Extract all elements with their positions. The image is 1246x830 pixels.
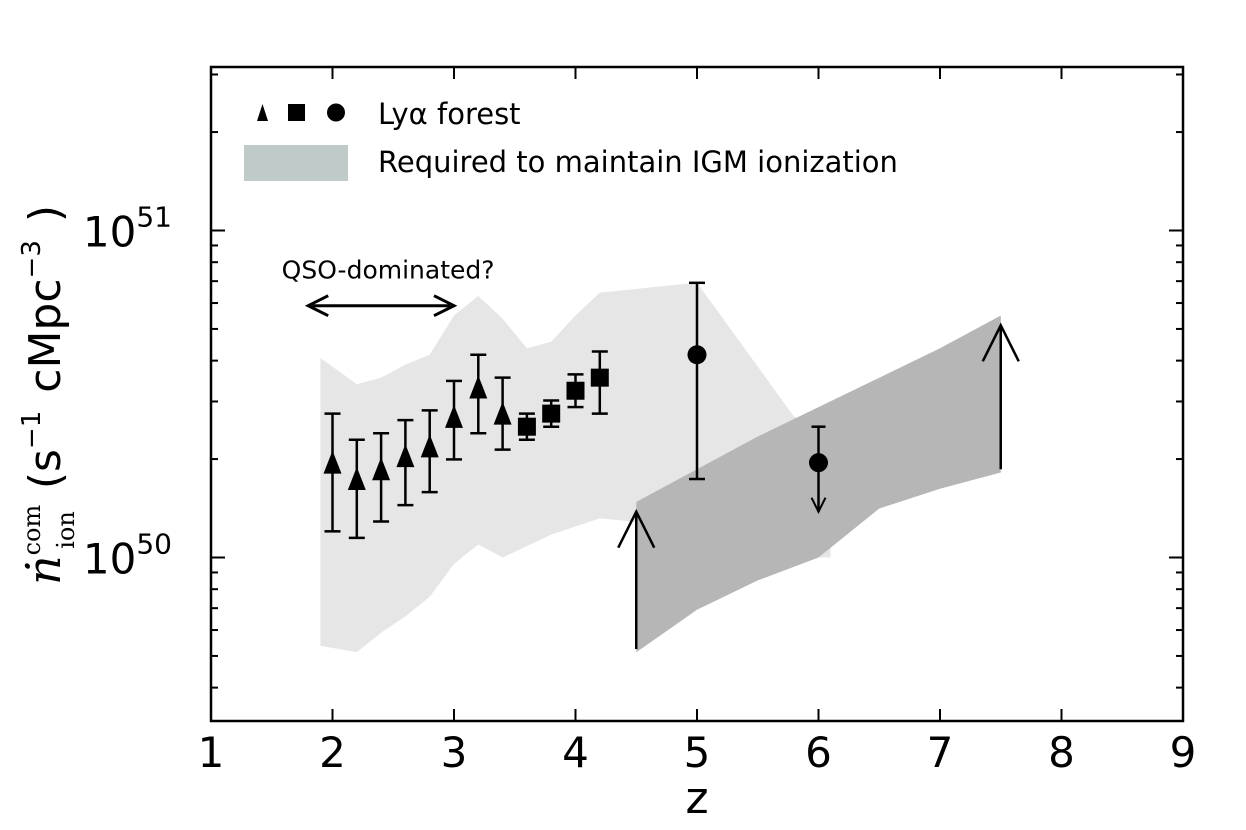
- y-tick-label: 1051: [83, 201, 172, 257]
- x-tick-label: 4: [562, 728, 589, 777]
- lya-uncertainty-band: [320, 282, 831, 653]
- y-tick-base: 10: [83, 535, 136, 584]
- legend-triangle-marker: [257, 104, 268, 121]
- data-point-triangle: [420, 434, 439, 458]
- x-tick-label: 9: [1170, 728, 1197, 777]
- legend-circle-marker: [327, 103, 345, 122]
- ylabel-units-open: (s: [20, 449, 71, 489]
- data-point-triangle: [323, 450, 342, 474]
- x-tick-label: 3: [441, 728, 468, 777]
- x-tick-label: 1: [198, 728, 225, 777]
- x-tick-label: 2: [319, 728, 346, 777]
- y-axis-title: ṅcom ion (s−1 cMpc−3): [17, 205, 80, 585]
- lower-limit-arrow-head: [617, 508, 656, 549]
- annotation-group: QSO-dominated?: [282, 256, 495, 318]
- ylabel-symbol-sub: ion: [52, 511, 80, 549]
- legend: Lyα forest Required to maintain IGM ioni…: [244, 97, 898, 181]
- x-tick-label: 5: [684, 728, 711, 777]
- shaded-regions: [320, 282, 1001, 653]
- x-tick-label: 8: [1048, 728, 1075, 777]
- ylabel-units-sup1: −1: [17, 411, 47, 449]
- ylabel-units-sup2: −3: [17, 240, 47, 278]
- legend-label-lya: Lyα forest: [378, 97, 521, 131]
- double-arrow-right-head: [433, 294, 458, 318]
- data-markers: [323, 345, 828, 491]
- y-tick-base: 10: [83, 208, 136, 257]
- data-point-circle: [687, 345, 707, 365]
- annotation-qso-dominated: QSO-dominated?: [282, 256, 495, 285]
- data-point-square: [566, 381, 585, 400]
- axis-ticks: [211, 67, 1183, 721]
- data-point-triangle: [347, 467, 366, 491]
- legend-band-swatch: [244, 145, 348, 181]
- y-tick-label: 1050: [83, 528, 172, 584]
- data-point-square: [517, 417, 536, 436]
- data-point-square: [590, 368, 609, 387]
- data-point-triangle: [372, 457, 391, 481]
- data-point-triangle: [493, 401, 512, 425]
- ylabel-units-mid: cMpc: [20, 278, 71, 392]
- y-tick-exponent: 51: [136, 201, 172, 234]
- x-axis-title: z: [685, 773, 708, 824]
- data-point-triangle: [445, 404, 463, 428]
- y-tick-exponent: 50: [136, 528, 172, 561]
- legend-square-marker: [288, 104, 305, 121]
- upper-limit-arrow-head: [810, 497, 827, 514]
- data-point-circle: [809, 453, 828, 473]
- legend-label-required: Required to maintain IGM ionization: [378, 145, 898, 179]
- ylabel-symbol: ṅ: [17, 555, 71, 585]
- data-point-square: [542, 404, 561, 423]
- data-point-triangle: [396, 444, 415, 468]
- double-arrow-left-head: [304, 294, 329, 318]
- ylabel-units-close: ): [20, 205, 71, 222]
- x-tick-label: 6: [805, 728, 832, 777]
- x-tick-label: 7: [927, 728, 954, 777]
- data-point-triangle: [469, 375, 488, 399]
- ylabel-symbol-sup: com: [18, 505, 46, 556]
- lower-limit-arrow-head: [981, 322, 1020, 362]
